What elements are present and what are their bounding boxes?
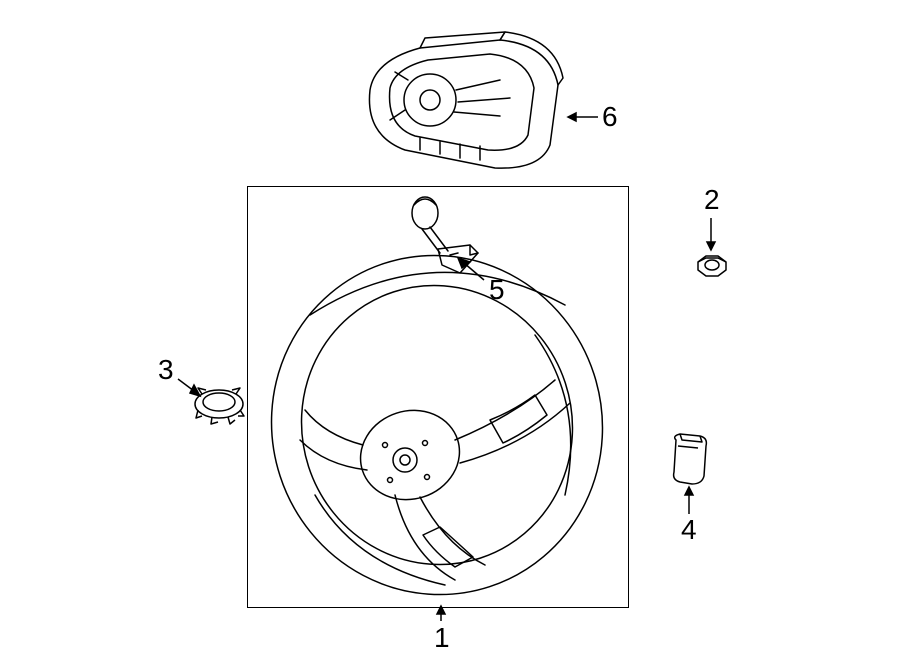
diagram-canvas: 1 2 3 4 5 6 bbox=[0, 0, 900, 661]
callout-arrow-6 bbox=[0, 0, 900, 661]
callout-label-6: 6 bbox=[602, 103, 618, 131]
